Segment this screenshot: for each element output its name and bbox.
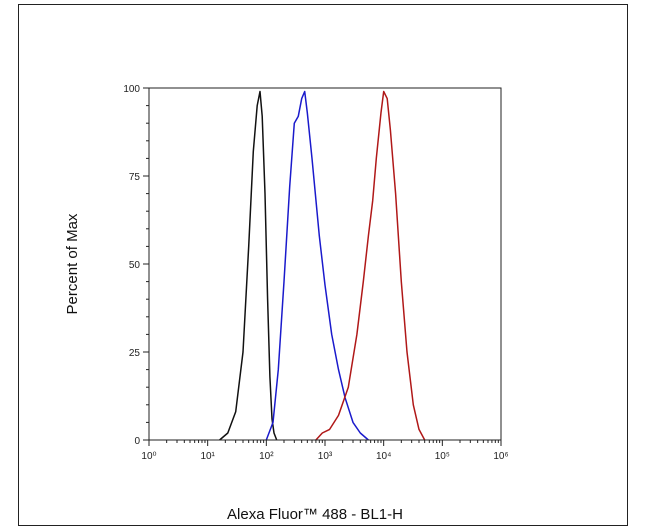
y-tick-label: 50 bbox=[129, 260, 141, 271]
histogram-series-2 bbox=[265, 90, 369, 441]
x-tick-label: 10⁶ bbox=[493, 451, 508, 462]
x-tick-label: 10² bbox=[259, 451, 274, 462]
ticks-layer: 10⁰ 10¹ 10² 10³ 10⁴ 10⁵ 10⁶ 0 25 50 75 100 bbox=[123, 84, 508, 462]
plot-area bbox=[148, 87, 502, 441]
x-tick-label: 10¹ bbox=[200, 451, 215, 462]
y-axis-title: Percent of Max bbox=[64, 213, 81, 314]
x-tick-label: 10⁰ bbox=[141, 451, 156, 462]
histogram-chart: 10⁰ 10¹ 10² 10³ 10⁴ 10⁵ 10⁶ 0 25 50 75 100 Percent … bbox=[64, 84, 509, 523]
x-axis-title: Alexa Fluor™ 488 - BL1-H bbox=[227, 506, 403, 523]
y-tick-label: 100 bbox=[123, 84, 140, 95]
chart-frame: 10⁰ 10¹ 10² 10³ 10⁴ 10⁵ 10⁶ 0 25 50 75 100 Percent … bbox=[18, 4, 628, 526]
x-tick-label: 10³ bbox=[318, 451, 333, 462]
y-tick-label: 25 bbox=[129, 348, 141, 359]
histogram-series-3 bbox=[315, 90, 426, 441]
series-layer bbox=[219, 90, 426, 441]
y-tick-label: 75 bbox=[129, 172, 141, 183]
y-tick-label: 0 bbox=[134, 436, 140, 447]
x-tick-label: 10⁵ bbox=[435, 451, 450, 462]
x-tick-label: 10⁴ bbox=[376, 451, 391, 462]
histogram-series-1 bbox=[219, 90, 278, 441]
